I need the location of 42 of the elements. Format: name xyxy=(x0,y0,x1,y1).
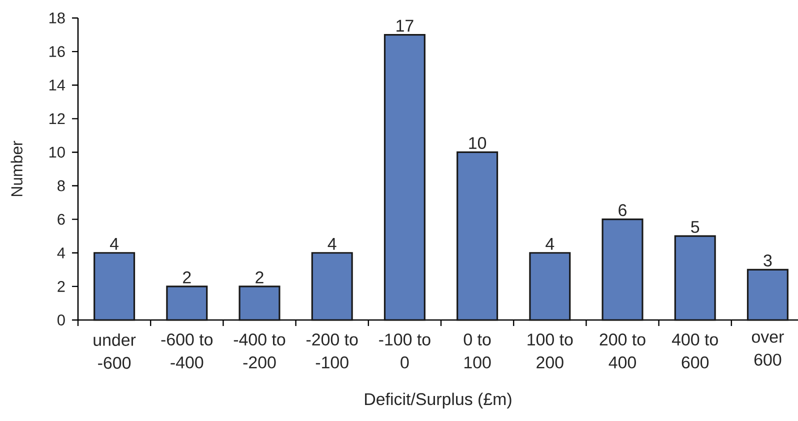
y-tick-label: 8 xyxy=(58,180,65,192)
data-label: 2 xyxy=(183,271,191,284)
data-label: 4 xyxy=(546,238,554,250)
x-tick-label: under -600 xyxy=(94,334,136,369)
data-label: 5 xyxy=(691,221,700,233)
y-tick-label: 0 xyxy=(58,314,65,326)
bar xyxy=(746,268,788,321)
bar xyxy=(166,286,208,321)
y-tick-label: 2 xyxy=(58,281,65,292)
x-tick-label: 0 to 100 xyxy=(464,334,491,368)
bar xyxy=(94,252,136,321)
y-axis-title: Number xyxy=(10,140,22,196)
y-tick-label: 16 xyxy=(49,46,65,58)
bar xyxy=(674,235,716,321)
data-label: 17 xyxy=(396,20,414,32)
y-tick-label: 10 xyxy=(49,146,65,158)
data-label: 3 xyxy=(764,254,772,266)
bar xyxy=(238,286,280,321)
bar xyxy=(529,252,571,321)
data-label: 2 xyxy=(256,271,264,284)
x-tick-label: 100 to 200 xyxy=(528,334,573,368)
x-tick-label: over 600 xyxy=(752,334,784,366)
y-tick-label: 12 xyxy=(49,113,65,124)
x-tick-label: -100 to 0 xyxy=(379,334,430,368)
bar xyxy=(456,151,498,321)
bar xyxy=(602,218,644,321)
x-axis-title: Deficit/Surplus (£m) xyxy=(365,392,512,408)
x-tick-label: -200 to -100 xyxy=(306,334,358,368)
data-label: 4 xyxy=(328,238,336,250)
x-tick-label: -400 to -200 xyxy=(234,334,286,368)
x-tick-label: 200 to 400 xyxy=(600,334,646,368)
x-tick-label: 400 to 600 xyxy=(672,334,718,368)
y-tick-label: 18 xyxy=(49,12,65,24)
data-label: 4 xyxy=(110,238,119,250)
data-label: 6 xyxy=(618,204,626,216)
bar xyxy=(384,34,426,321)
bar xyxy=(311,252,353,321)
y-tick-label: 14 xyxy=(49,80,66,90)
y-tick-label: 6 xyxy=(58,214,65,225)
y-tick-label: 4 xyxy=(57,248,66,258)
x-tick-label: -600 to -400 xyxy=(161,334,213,368)
data-label: 10 xyxy=(469,137,486,150)
